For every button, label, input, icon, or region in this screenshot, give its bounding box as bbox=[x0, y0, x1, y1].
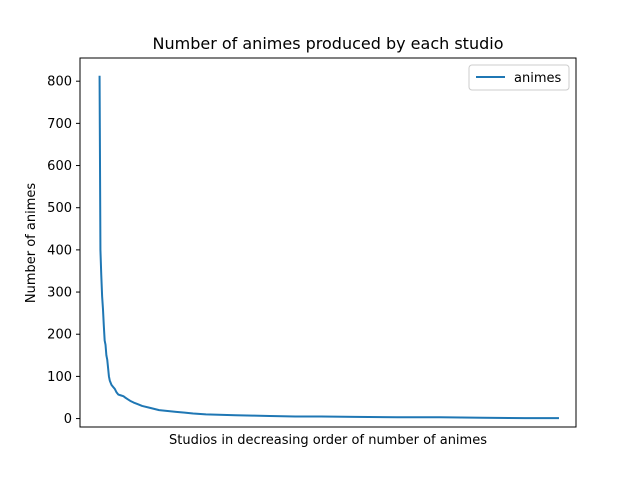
series-layer bbox=[98, 75, 559, 420]
y-tick-label: 200 bbox=[47, 328, 72, 343]
y-tick-label: 400 bbox=[47, 243, 72, 258]
legend-label: animes bbox=[514, 71, 561, 86]
series-line-animes bbox=[98, 75, 559, 420]
legend-box bbox=[468, 64, 570, 91]
y-tick-label: 0 bbox=[64, 412, 72, 427]
chart-title: Number of animes produced by each studio bbox=[153, 34, 504, 53]
y-tick-label: 700 bbox=[47, 117, 72, 132]
y-tick-label: 800 bbox=[47, 75, 72, 90]
y-tick-label: 500 bbox=[47, 201, 72, 216]
y-axis: 0 100 200 300 400 500 600 700 800 bbox=[47, 75, 80, 427]
plot-area bbox=[79, 57, 577, 428]
legend: animes bbox=[468, 64, 570, 91]
x-axis-label: Studios in decreasing order of number of… bbox=[169, 433, 487, 448]
y-tick-label: 600 bbox=[47, 159, 72, 174]
y-tick-label: 100 bbox=[47, 370, 72, 385]
y-tick-label: 300 bbox=[47, 286, 72, 301]
y-axis-label: Number of animes bbox=[24, 183, 39, 303]
